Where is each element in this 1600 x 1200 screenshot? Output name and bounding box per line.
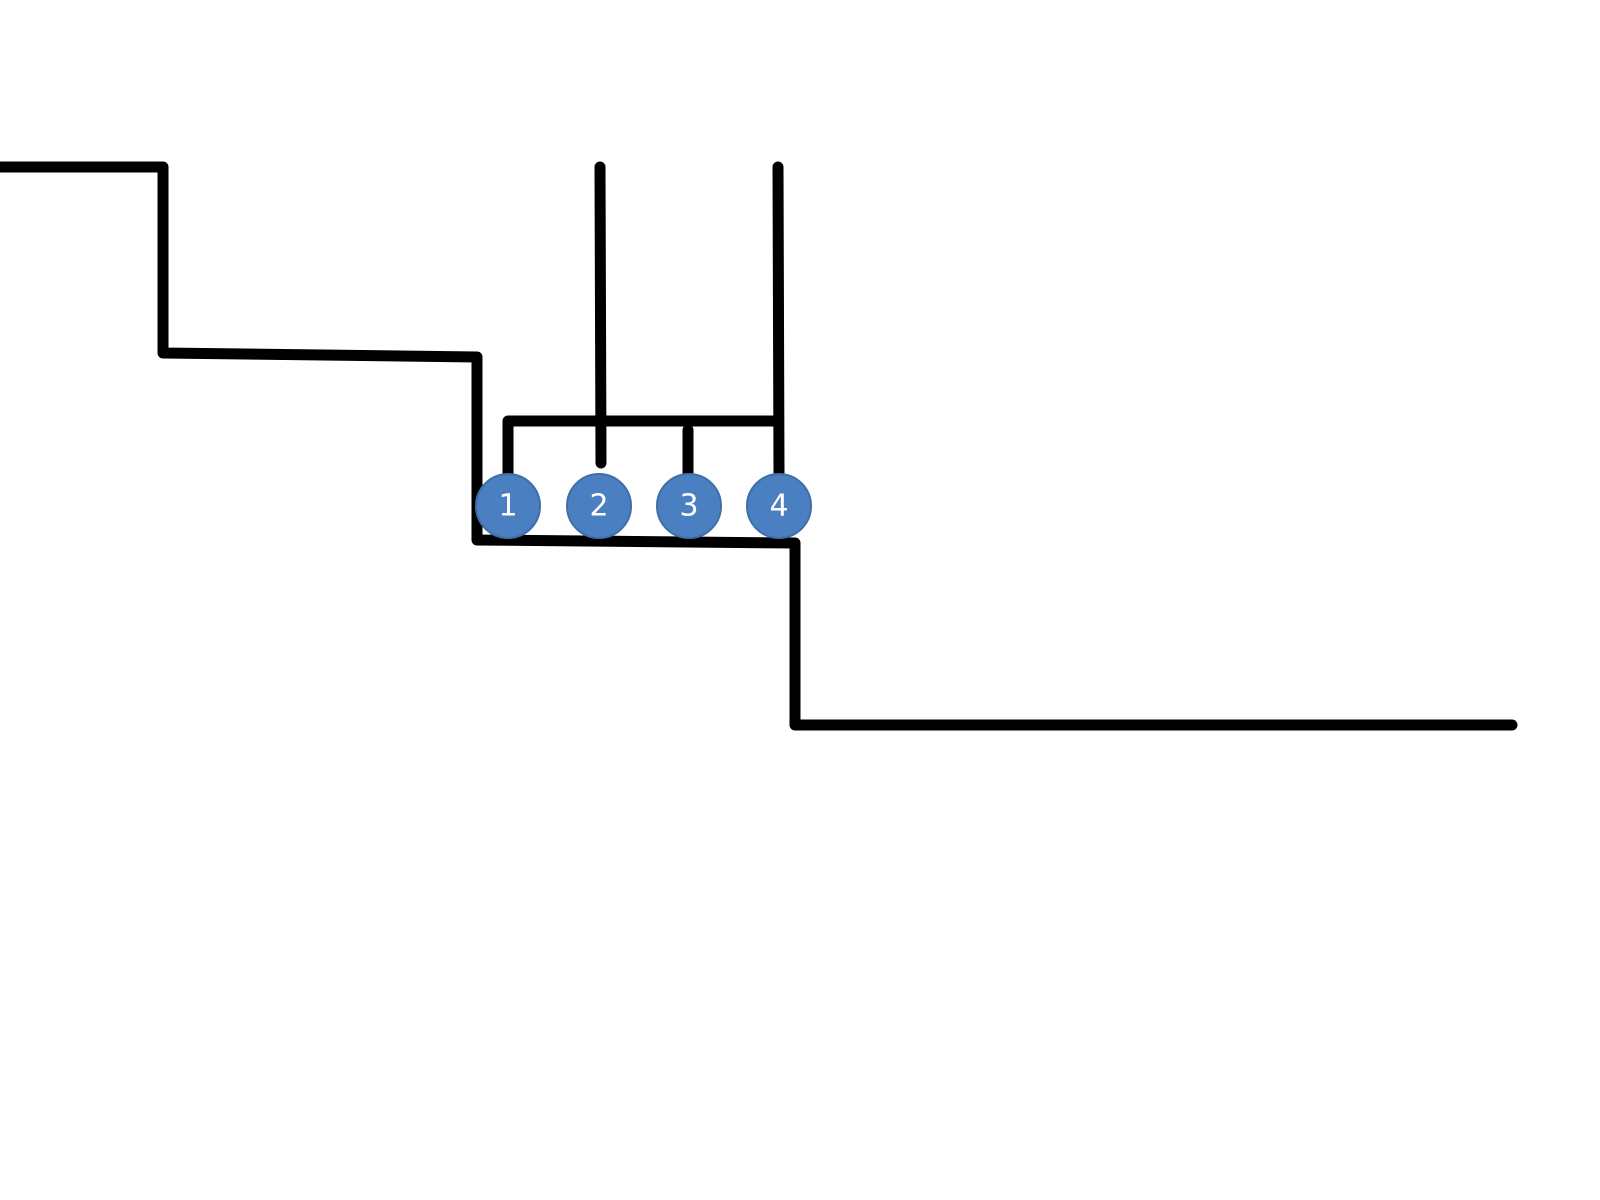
vertical-lead-2 [594,161,607,469]
node-3: 3 [656,473,722,539]
node-3-circle [656,473,722,539]
node-1-label: 1 [498,489,517,524]
node-2-label: 2 [589,489,608,524]
staircase-outline [0,161,1518,731]
node-1: 1 [475,473,541,539]
node-4-label: 4 [769,489,788,524]
node-3-label: 3 [679,489,698,524]
vertical-lead-4 [772,161,785,479]
node-1-circle [475,473,541,539]
node-2-circle [566,473,632,539]
node-4-circle [746,473,812,539]
node-4: 4 [746,473,812,539]
connector-bar [502,415,784,483]
node-2: 2 [566,473,632,539]
